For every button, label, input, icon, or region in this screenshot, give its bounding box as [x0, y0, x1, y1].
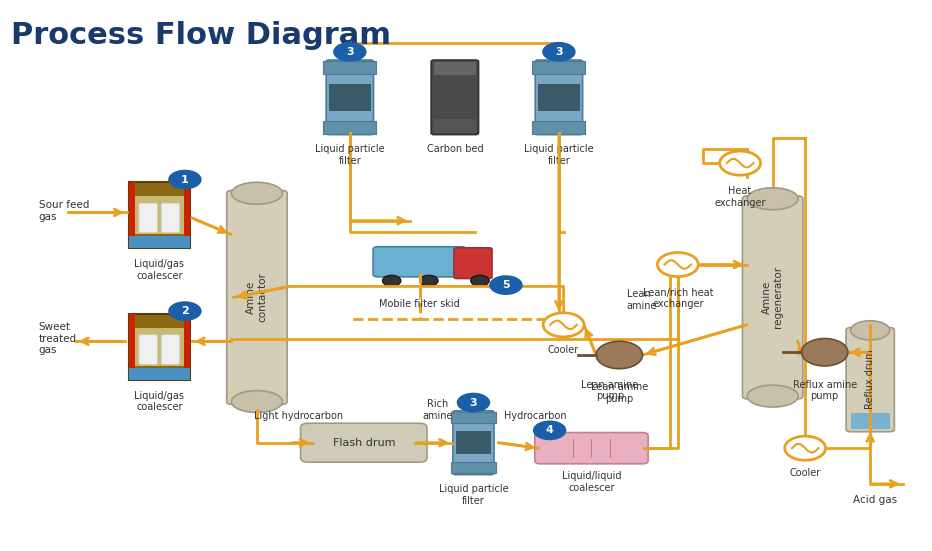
FancyBboxPatch shape — [130, 236, 189, 248]
Text: Flash drum: Flash drum — [333, 437, 395, 448]
Text: Liquid particle
filter: Liquid particle filter — [439, 484, 508, 506]
Text: Lean amine
pump: Lean amine pump — [582, 380, 638, 401]
Text: Sweet
treated
gas: Sweet treated gas — [38, 322, 76, 355]
Text: Light hydrocarbon: Light hydrocarbon — [254, 411, 343, 421]
FancyBboxPatch shape — [434, 62, 475, 75]
FancyBboxPatch shape — [432, 60, 478, 134]
Circle shape — [533, 420, 567, 440]
FancyBboxPatch shape — [184, 314, 189, 368]
Text: 3: 3 — [555, 47, 563, 57]
Text: Liquid/liquid
coalescer: Liquid/liquid coalescer — [562, 472, 622, 493]
Circle shape — [596, 341, 642, 369]
FancyBboxPatch shape — [434, 119, 475, 133]
FancyBboxPatch shape — [301, 423, 427, 462]
Text: Rich
amine: Rich amine — [423, 399, 453, 421]
FancyBboxPatch shape — [130, 182, 189, 248]
Ellipse shape — [747, 188, 798, 210]
Text: Carbon bed: Carbon bed — [427, 144, 483, 154]
Text: Cooler: Cooler — [548, 345, 579, 355]
Text: Liquid particle
filter: Liquid particle filter — [524, 144, 594, 165]
Text: Liquid/gas
coalescer: Liquid/gas coalescer — [134, 391, 185, 412]
FancyBboxPatch shape — [226, 191, 287, 404]
Circle shape — [457, 393, 490, 412]
FancyBboxPatch shape — [532, 121, 585, 134]
FancyBboxPatch shape — [184, 182, 189, 236]
Circle shape — [168, 170, 201, 190]
Circle shape — [785, 436, 826, 460]
Text: Sour feed
gas: Sour feed gas — [38, 200, 89, 222]
Text: Reflux amine
pump: Reflux amine pump — [792, 380, 857, 401]
Ellipse shape — [747, 385, 798, 407]
FancyBboxPatch shape — [451, 412, 496, 424]
Circle shape — [333, 42, 366, 62]
Text: Lean amine
pump: Lean amine pump — [591, 382, 648, 404]
Text: Heat
exchanger: Heat exchanger — [714, 186, 766, 208]
FancyBboxPatch shape — [326, 60, 374, 134]
FancyBboxPatch shape — [535, 60, 582, 134]
Ellipse shape — [231, 391, 282, 413]
Circle shape — [419, 276, 438, 286]
Text: 3: 3 — [346, 47, 353, 57]
Text: Liquid particle
filter: Liquid particle filter — [315, 144, 385, 165]
FancyBboxPatch shape — [538, 84, 580, 111]
Circle shape — [489, 276, 523, 295]
FancyBboxPatch shape — [130, 368, 189, 380]
FancyBboxPatch shape — [329, 84, 371, 111]
Text: 4: 4 — [546, 425, 554, 435]
Text: Reflux drum: Reflux drum — [865, 350, 875, 409]
Circle shape — [382, 276, 401, 286]
FancyBboxPatch shape — [135, 328, 184, 366]
Circle shape — [471, 276, 489, 286]
FancyBboxPatch shape — [139, 334, 158, 364]
FancyBboxPatch shape — [846, 328, 895, 432]
FancyBboxPatch shape — [373, 247, 466, 277]
Text: 5: 5 — [502, 280, 510, 290]
Circle shape — [657, 252, 698, 277]
Text: Cooler: Cooler — [789, 468, 821, 478]
FancyBboxPatch shape — [456, 431, 491, 455]
FancyBboxPatch shape — [743, 196, 802, 399]
Circle shape — [720, 151, 761, 175]
FancyBboxPatch shape — [139, 203, 158, 233]
Ellipse shape — [231, 182, 282, 204]
Text: Amine
regenerator: Amine regenerator — [761, 266, 784, 328]
Text: Liquid/gas
coalescer: Liquid/gas coalescer — [134, 259, 185, 280]
FancyBboxPatch shape — [323, 121, 377, 134]
Text: Lean
amine: Lean amine — [626, 289, 657, 311]
Circle shape — [542, 42, 576, 62]
Text: Mobile filter skid: Mobile filter skid — [379, 299, 459, 309]
FancyBboxPatch shape — [323, 61, 377, 74]
FancyBboxPatch shape — [451, 462, 496, 473]
FancyBboxPatch shape — [454, 248, 492, 278]
FancyBboxPatch shape — [535, 433, 648, 464]
Text: 2: 2 — [181, 306, 189, 316]
Text: Lean/rich heat
exchanger: Lean/rich heat exchanger — [642, 288, 713, 309]
Text: Process Flow Diagram: Process Flow Diagram — [10, 20, 391, 50]
Text: 1: 1 — [181, 175, 189, 185]
Ellipse shape — [851, 321, 890, 340]
Circle shape — [543, 313, 584, 337]
Text: Hydrocarbon: Hydrocarbon — [504, 411, 567, 421]
Circle shape — [168, 301, 201, 321]
FancyBboxPatch shape — [161, 203, 180, 233]
FancyBboxPatch shape — [161, 334, 180, 364]
FancyBboxPatch shape — [130, 314, 189, 380]
Text: 3: 3 — [470, 398, 477, 408]
Text: Amine
contactor: Amine contactor — [246, 273, 267, 322]
Text: Acid gas: Acid gas — [853, 495, 897, 505]
Circle shape — [802, 338, 848, 366]
FancyBboxPatch shape — [453, 411, 494, 474]
FancyBboxPatch shape — [532, 61, 585, 74]
FancyBboxPatch shape — [130, 314, 135, 368]
FancyBboxPatch shape — [130, 182, 135, 236]
FancyBboxPatch shape — [135, 196, 184, 234]
FancyBboxPatch shape — [851, 413, 890, 429]
